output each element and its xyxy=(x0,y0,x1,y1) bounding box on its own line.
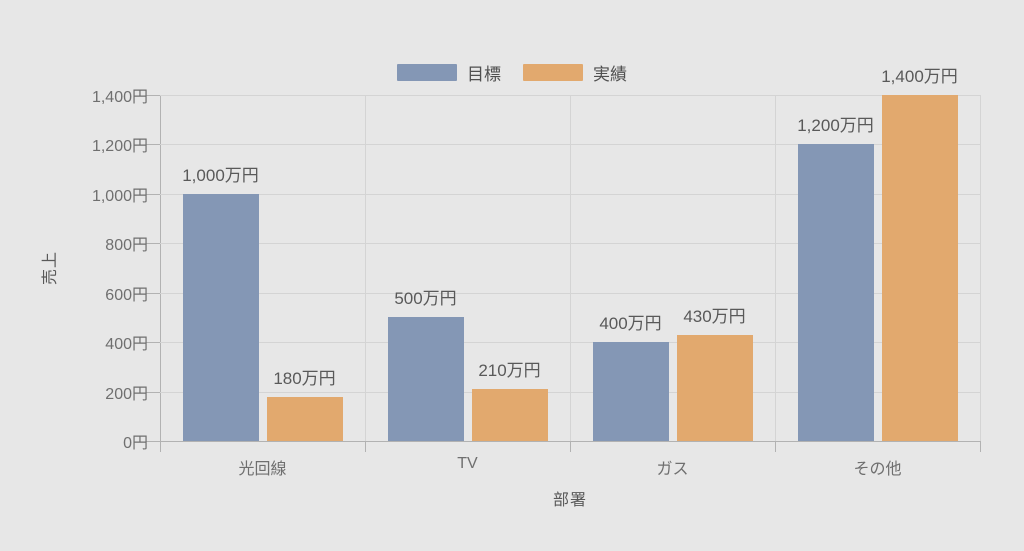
chart-legend: 目標 実績 xyxy=(0,60,1024,84)
legend-swatch-actual xyxy=(523,63,583,81)
bar-目標-ガス xyxy=(592,342,669,441)
x-tick-label: その他 xyxy=(853,461,902,478)
bar-実績-TV xyxy=(471,389,548,441)
x-axis-tick xyxy=(160,441,161,452)
gridline-vertical xyxy=(980,95,981,441)
legend-label-actual: 実績 xyxy=(593,64,627,84)
gridline-vertical xyxy=(365,95,366,441)
bar-value-label: 1,000万円 xyxy=(182,165,259,185)
gridline-vertical xyxy=(775,95,776,441)
gridline-vertical xyxy=(570,95,571,441)
x-axis-tick xyxy=(775,441,776,452)
bar-value-label: 1,400万円 xyxy=(881,67,958,86)
x-axis-title: 部署 xyxy=(552,492,588,509)
y-axis-tick xyxy=(146,95,160,96)
x-axis-tick xyxy=(570,441,571,452)
y-tick-label: 1,000円 xyxy=(91,187,148,205)
y-axis-tick xyxy=(146,391,160,393)
y-tick-label: 1,400円 xyxy=(91,89,148,106)
bar-value-label: 1,200万円 xyxy=(797,116,874,136)
bar-value-label: 180万円 xyxy=(273,368,336,388)
bar-目標-光回線 xyxy=(182,193,259,441)
bar-value-label: 430万円 xyxy=(683,306,746,326)
x-tick-label: 光回線 xyxy=(238,461,287,478)
y-tick-label: 600円 xyxy=(105,286,148,304)
x-axis-tick xyxy=(365,441,366,452)
x-axis-tick xyxy=(980,441,981,452)
y-axis-tick xyxy=(146,144,160,146)
y-tick-label: 400円 xyxy=(105,336,148,354)
y-axis-tick xyxy=(146,342,160,344)
legend-swatch-goal xyxy=(397,63,457,81)
bar-実績-光回線 xyxy=(266,396,343,441)
bar-value-label: 500万円 xyxy=(394,289,457,309)
bar-目標-TV xyxy=(387,317,464,441)
legend-item-goal: 目標 xyxy=(397,60,501,85)
legend-item-actual: 実績 xyxy=(523,60,627,85)
x-tick-label: ガス xyxy=(656,461,689,478)
y-axis-tick xyxy=(146,193,160,195)
y-axis-title: 売上 xyxy=(42,250,59,286)
y-axis-tick xyxy=(146,441,160,442)
y-axis-tick xyxy=(146,243,160,245)
bar-value-label: 210万円 xyxy=(478,361,541,381)
y-axis-tick xyxy=(146,292,160,294)
y-tick-label: 200円 xyxy=(105,385,148,403)
x-tick-label: TV xyxy=(457,455,478,472)
y-tick-label: 0円 xyxy=(123,435,148,452)
bar-value-label: 400万円 xyxy=(599,314,662,334)
bar-目標-その他 xyxy=(797,144,874,441)
legend-label-goal: 目標 xyxy=(467,64,501,84)
y-tick-label: 800円 xyxy=(105,237,148,255)
y-tick-label: 1,200円 xyxy=(91,138,148,156)
bar-実績-その他 xyxy=(881,95,958,441)
bar-実績-ガス xyxy=(676,334,753,441)
